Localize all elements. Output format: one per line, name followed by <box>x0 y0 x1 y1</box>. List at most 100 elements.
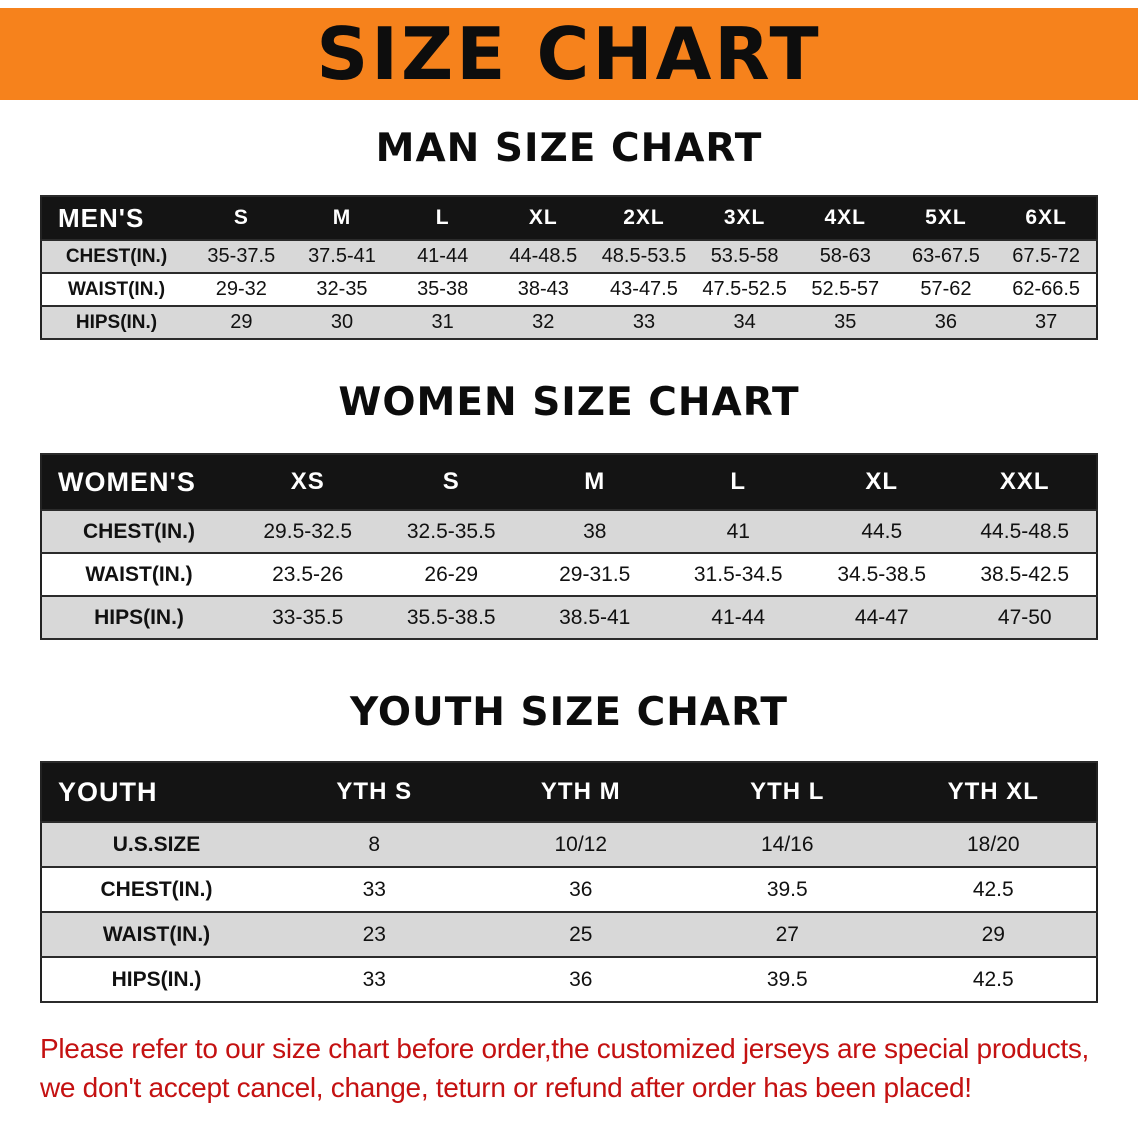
value-cell: 57-62 <box>895 272 997 307</box>
value-cell: 52.5-57 <box>794 272 896 307</box>
size-header-cell: 6XL <box>996 195 1097 241</box>
table-row: WAIST(IN.) 23.5-26 26-29 29-31.5 31.5-34.5 34… <box>41 552 1097 597</box>
row-label-cell: CHEST(IN.) <box>41 239 191 274</box>
youth-size-table: YOUTH YTH S YTH M YTH L YTH XL U.S.SIZE 8 10/12… <box>40 761 1098 1003</box>
table-row: HIPS(IN.) 29 30 31 32 33 34 35 36 37 <box>41 305 1097 340</box>
value-cell: 31.5-34.5 <box>666 552 810 597</box>
value-cell: 42.5 <box>890 956 1097 1003</box>
value-cell: 37 <box>996 305 1097 340</box>
value-cell: 38 <box>523 509 667 554</box>
men-section: MAN SIZE CHART MEN'S S M L XL 2XL 3XL 4XL 5XL 6XL… <box>0 126 1138 340</box>
value-cell: 47.5-52.5 <box>694 272 795 307</box>
size-header-cell: XL <box>810 453 954 511</box>
size-header-cell: XXL <box>953 453 1097 511</box>
page-title: SIZE CHART <box>316 12 822 96</box>
row-label-cell: HIPS(IN.) <box>41 305 191 340</box>
value-cell: 30 <box>291 305 393 340</box>
women-section: WOMEN SIZE CHART WOMEN'S XS S M L XL XXL CHEST(… <box>0 380 1138 640</box>
value-cell: 38-43 <box>492 272 594 307</box>
value-cell: 35 <box>794 305 896 340</box>
value-cell: 34.5-38.5 <box>810 552 954 597</box>
value-cell: 44.5-48.5 <box>953 509 1097 554</box>
size-header-cell: 4XL <box>794 195 896 241</box>
value-cell: 10/12 <box>477 821 684 868</box>
value-cell: 26-29 <box>379 552 523 597</box>
value-cell: 18/20 <box>890 821 1097 868</box>
value-cell: 41 <box>666 509 810 554</box>
value-cell: 29 <box>890 911 1097 958</box>
value-cell: 25 <box>477 911 684 958</box>
value-cell: 32 <box>492 305 594 340</box>
value-cell: 33 <box>593 305 695 340</box>
table-row: WAIST(IN.) 29-32 32-35 35-38 38-43 43-47.5 47.… <box>41 272 1097 307</box>
size-header-cell: M <box>291 195 393 241</box>
table-title-cell: WOMEN'S <box>41 453 236 511</box>
size-header-cell: 3XL <box>694 195 795 241</box>
value-cell: 44-48.5 <box>492 239 594 274</box>
value-cell: 35-37.5 <box>191 239 292 274</box>
value-cell: 27 <box>684 911 891 958</box>
header-row: WOMEN'S XS S M L XL XXL <box>41 453 1097 511</box>
table-row: CHEST(IN.) 33 36 39.5 42.5 <box>41 866 1097 913</box>
value-cell: 23.5-26 <box>236 552 380 597</box>
value-cell: 35.5-38.5 <box>379 595 523 640</box>
size-header-cell: L <box>392 195 493 241</box>
value-cell: 32.5-35.5 <box>379 509 523 554</box>
table-row: CHEST(IN.) 29.5-32.5 32.5-35.5 38 41 44.5 44.5… <box>41 509 1097 554</box>
value-cell: 23 <box>271 911 478 958</box>
size-header-cell: L <box>666 453 810 511</box>
row-label-cell: WAIST(IN.) <box>41 552 236 597</box>
value-cell: 36 <box>895 305 997 340</box>
value-cell: 48.5-53.5 <box>593 239 695 274</box>
value-cell: 32-35 <box>291 272 393 307</box>
value-cell: 44-47 <box>810 595 954 640</box>
row-label-cell: U.S.SIZE <box>41 821 271 868</box>
value-cell: 29-32 <box>191 272 292 307</box>
value-cell: 39.5 <box>684 866 891 913</box>
value-cell: 33-35.5 <box>236 595 380 640</box>
value-cell: 33 <box>271 956 478 1003</box>
value-cell: 29.5-32.5 <box>236 509 380 554</box>
value-cell: 36 <box>477 956 684 1003</box>
row-label-cell: CHEST(IN.) <box>41 866 271 913</box>
value-cell: 44.5 <box>810 509 954 554</box>
value-cell: 67.5-72 <box>996 239 1097 274</box>
header-row: YOUTH YTH S YTH M YTH L YTH XL <box>41 761 1097 823</box>
value-cell: 41-44 <box>666 595 810 640</box>
value-cell: 37.5-41 <box>291 239 393 274</box>
size-header-cell: YTH M <box>477 761 684 823</box>
table-row: U.S.SIZE 8 10/12 14/16 18/20 <box>41 821 1097 868</box>
table-row: CHEST(IN.) 35-37.5 37.5-41 41-44 44-48.5 48.5… <box>41 239 1097 274</box>
value-cell: 29 <box>191 305 292 340</box>
value-cell: 42.5 <box>890 866 1097 913</box>
size-header-cell: XS <box>236 453 380 511</box>
value-cell: 29-31.5 <box>523 552 667 597</box>
youth-section-title: YOUTH SIZE CHART <box>350 690 788 735</box>
women-size-table: WOMEN'S XS S M L XL XXL CHEST(IN.) 29.5-32.5 32.5… <box>40 453 1098 640</box>
row-label-cell: WAIST(IN.) <box>41 911 271 958</box>
table-row: WAIST(IN.) 23 25 27 29 <box>41 911 1097 958</box>
value-cell: 34 <box>694 305 795 340</box>
size-chart-page: SIZE CHART MAN SIZE CHART MEN'S S M L XL 2XL 3… <box>0 8 1138 1107</box>
row-label-cell: WAIST(IN.) <box>41 272 191 307</box>
value-cell: 36 <box>477 866 684 913</box>
value-cell: 47-50 <box>953 595 1097 640</box>
value-cell: 43-47.5 <box>593 272 695 307</box>
size-header-cell: S <box>191 195 292 241</box>
header-row: MEN'S S M L XL 2XL 3XL 4XL 5XL 6XL <box>41 195 1097 241</box>
table-title-cell: MEN'S <box>41 195 191 241</box>
value-cell: 33 <box>271 866 478 913</box>
value-cell: 38.5-42.5 <box>953 552 1097 597</box>
notice-line-1: Please refer to our size chart before or… <box>40 1033 1090 1064</box>
table-title-cell: YOUTH <box>41 761 271 823</box>
size-header-cell: 2XL <box>593 195 695 241</box>
value-cell: 58-63 <box>794 239 896 274</box>
value-cell: 62-66.5 <box>996 272 1097 307</box>
value-cell: 53.5-58 <box>694 239 795 274</box>
women-section-title: WOMEN SIZE CHART <box>338 380 800 425</box>
table-row: HIPS(IN.) 33 36 39.5 42.5 <box>41 956 1097 1003</box>
size-header-cell: YTH L <box>684 761 891 823</box>
size-header-cell: S <box>379 453 523 511</box>
value-cell: 31 <box>392 305 493 340</box>
size-header-cell: M <box>523 453 667 511</box>
